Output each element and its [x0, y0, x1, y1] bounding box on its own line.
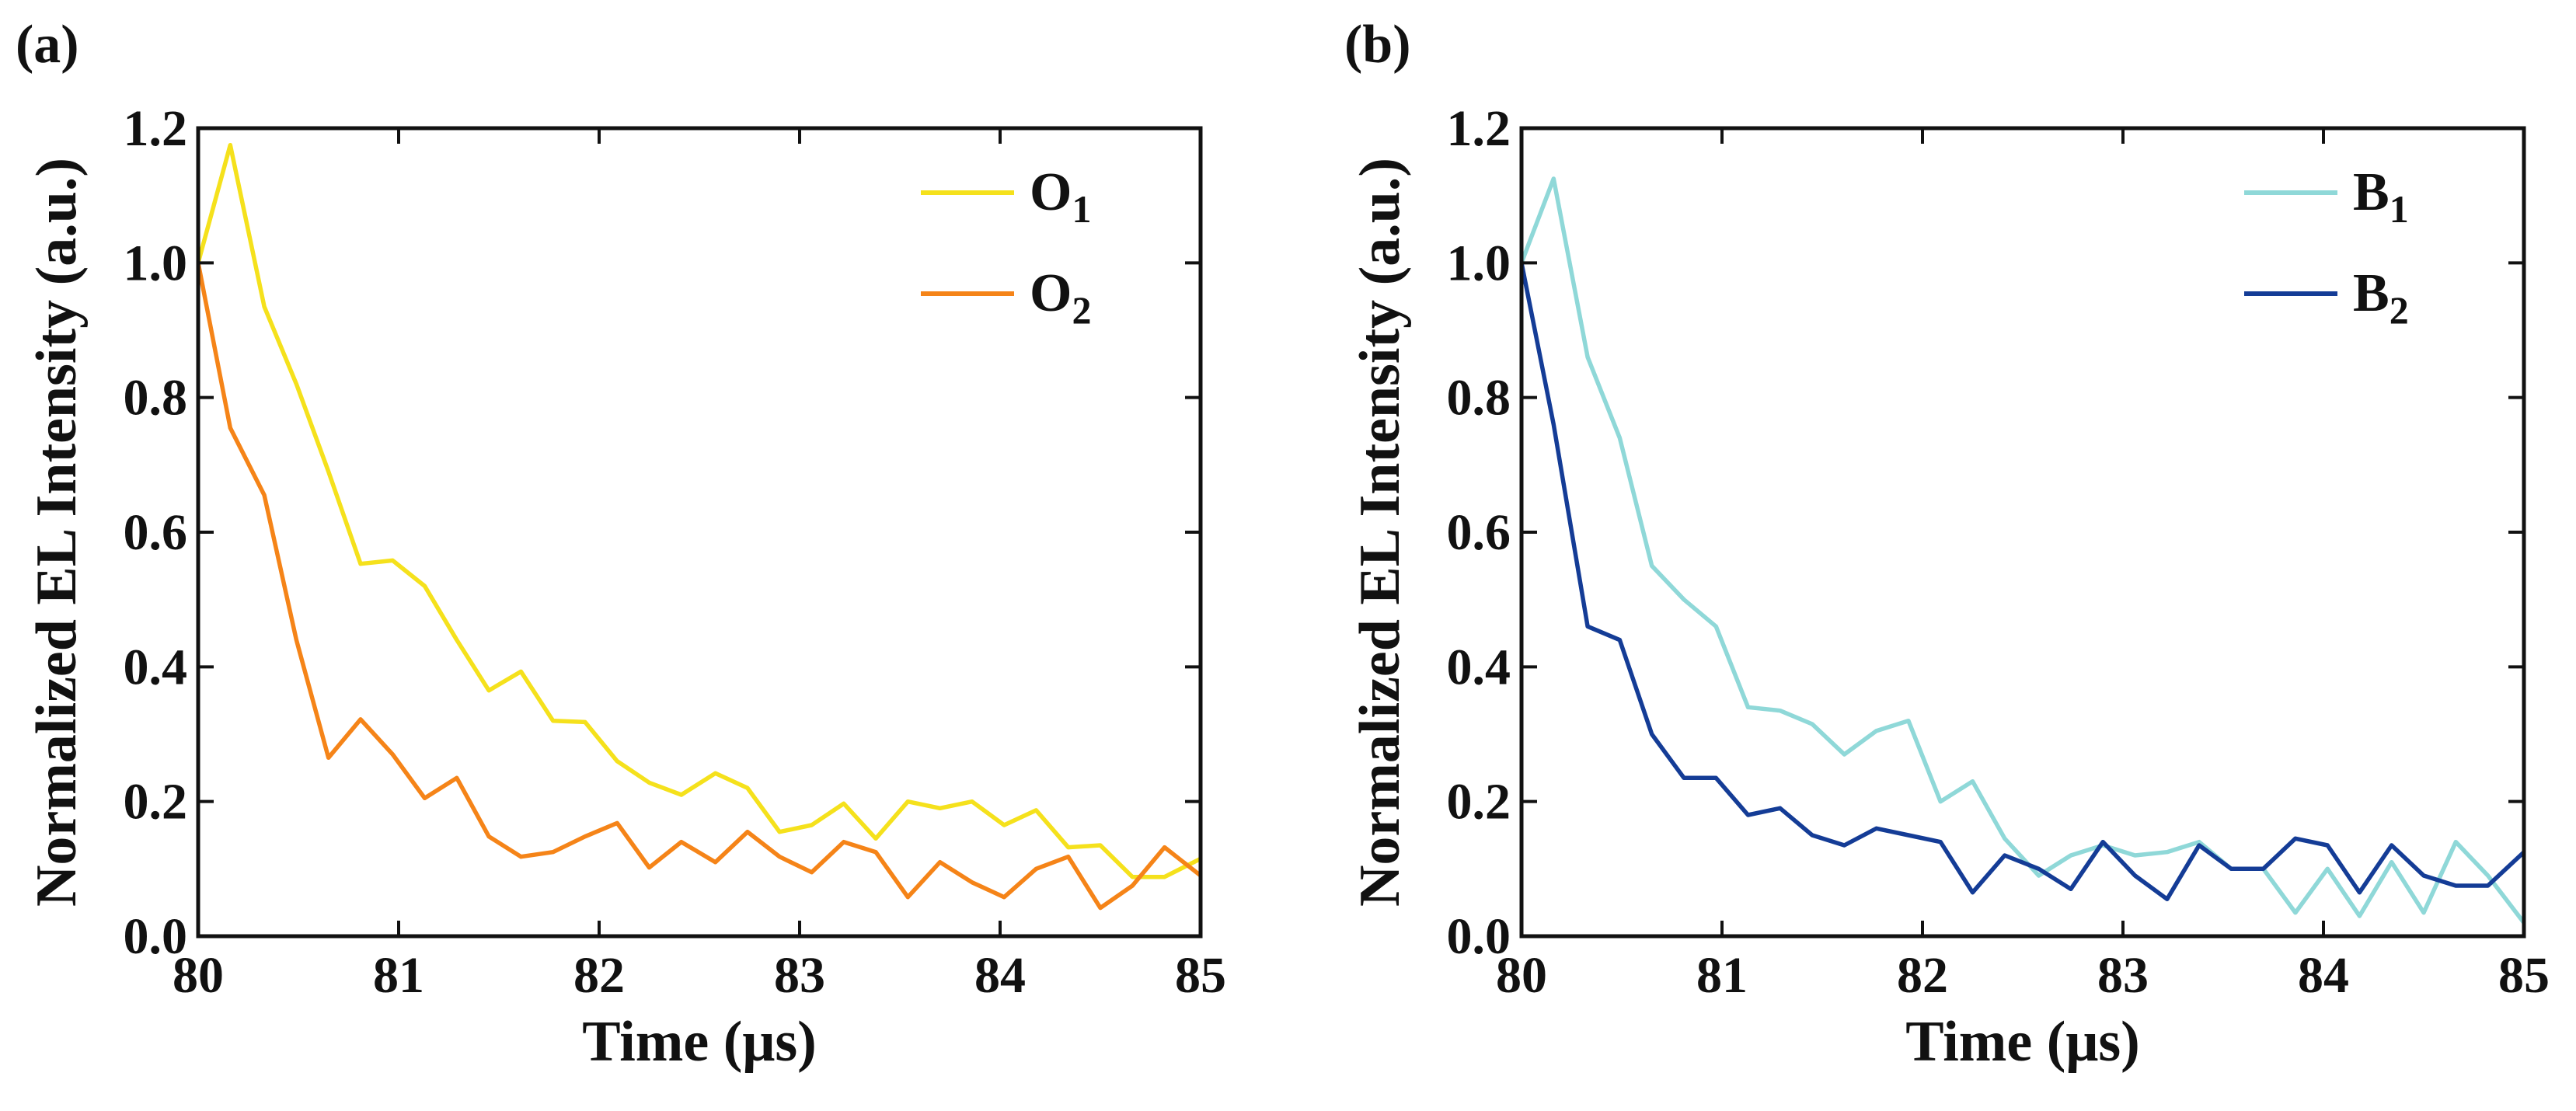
panel-label: (b): [1344, 15, 1411, 75]
y-tick-label: 0.6: [124, 504, 188, 561]
y-axis-title: Normalized EL Intensity (a.u.): [1348, 158, 1412, 907]
y-tick-label: 0.6: [1447, 504, 1511, 561]
x-axis-title: Time (μs): [1905, 1010, 2140, 1074]
x-tick-label: 85: [2498, 947, 2550, 1004]
x-tick-label: 82: [1897, 947, 1948, 1004]
y-tick-label: 0.0: [1447, 908, 1511, 965]
x-tick-label: 83: [774, 947, 825, 1004]
x-tick-label: 80: [173, 947, 224, 1004]
y-tick-label: 0.8: [124, 370, 188, 427]
x-tick-label: 82: [573, 947, 625, 1004]
x-tick-label: 81: [1696, 947, 1748, 1004]
x-tick-label: 80: [1496, 947, 1547, 1004]
legend-name: B: [2353, 162, 2390, 222]
y-tick-label: 1.0: [124, 235, 188, 291]
legend-name: O: [1030, 162, 1072, 222]
panel-label: (a): [16, 15, 79, 75]
x-tick-label: 85: [1175, 947, 1226, 1004]
plot-frame: [1519, 126, 2526, 939]
legend-label: O2: [1030, 263, 1091, 332]
y-tick-label: 1.2: [1447, 100, 1511, 157]
series-group: [1522, 176, 2524, 925]
x-tick-label: 81: [373, 947, 424, 1004]
x-tick-label: 84: [2298, 947, 2349, 1004]
legend-name: O: [1030, 263, 1072, 323]
x-axis-title: Time (μs): [582, 1010, 817, 1074]
panel-a: (a) 80 81 82 83 84 85 0.0 0.2 0.4 0.6 0.8 1.0 1.2 Time…: [16, 15, 1226, 1074]
y-tick-label: 0.8: [1447, 370, 1511, 427]
y-tick-label: 1.2: [124, 100, 188, 157]
y-axis-title: Normalized EL Intensity (a.u.): [25, 158, 89, 907]
panel-b: (b) 80 81 82 83 84 85 0.0 0.2 0.4 0.6 0.8 1.0 1.2 Time…: [1344, 15, 2550, 1074]
y-tick-label: 0.2: [124, 774, 188, 831]
legend-label: O1: [1030, 162, 1091, 231]
y-tick-label: 0.0: [124, 908, 188, 965]
legend-label: B2: [2353, 263, 2409, 332]
legend-subscript: 1: [1072, 187, 1091, 231]
legend-subscript: 2: [2390, 288, 2409, 332]
y-tick-label: 0.4: [124, 639, 188, 695]
y-tick-label: 0.2: [1447, 774, 1511, 831]
y-tick-label: 0.4: [1447, 639, 1511, 695]
legend-subscript: 1: [2390, 187, 2409, 231]
legend-label: B1: [2353, 162, 2409, 231]
series-line-b2: [1522, 260, 2524, 902]
series-line-o2: [198, 260, 1201, 911]
y-tick-label: 1.0: [1447, 235, 1511, 291]
series-line-o1: [198, 142, 1201, 879]
x-tick-label: 83: [2097, 947, 2149, 1004]
series-group: [198, 142, 1201, 911]
x-tick-label: 84: [974, 947, 1026, 1004]
series-line-b1: [1522, 176, 2524, 925]
legend-name: B: [2353, 263, 2390, 323]
legend-subscript: 2: [1072, 288, 1091, 332]
